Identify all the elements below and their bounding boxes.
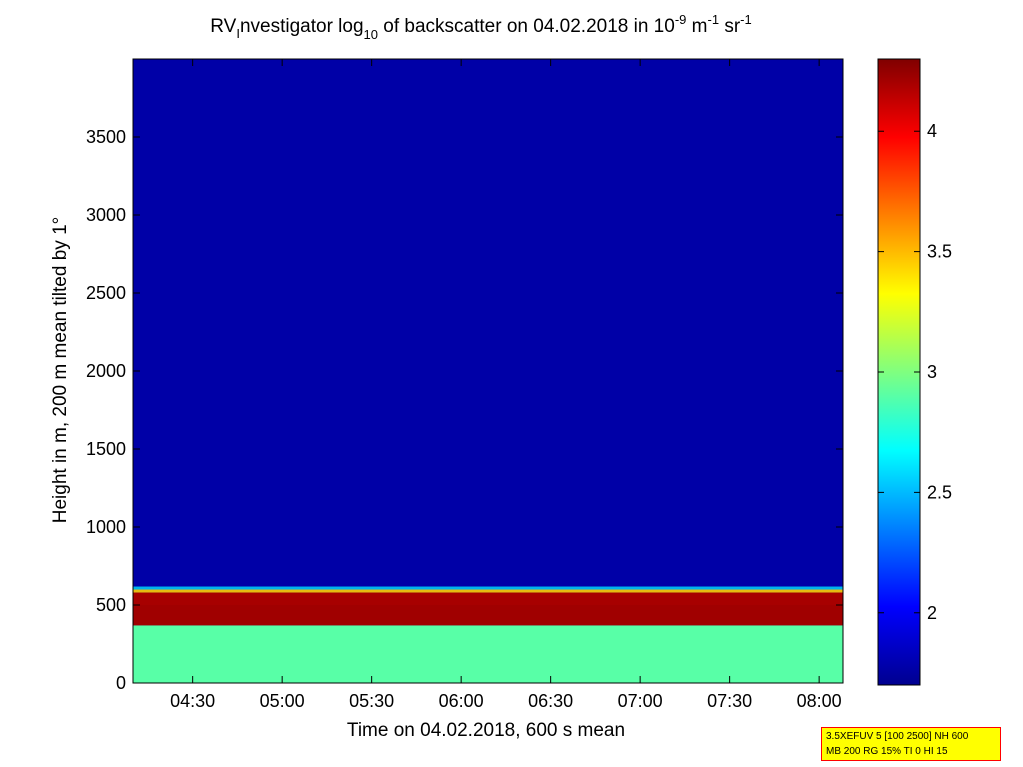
- data-layer-0: [133, 625, 843, 683]
- layer-fringe-yellow: [133, 589, 843, 593]
- y-tick-label-5: 2500: [86, 283, 126, 303]
- y-tick-label-0: 0: [116, 673, 126, 693]
- y-tick-label-4: 2000: [86, 361, 126, 381]
- x-tick-label-7: 08:00: [797, 691, 842, 711]
- settings-line-2: MB 200 RG 15% TI 0 HI 15: [826, 746, 948, 757]
- y-tick-label-3: 1500: [86, 439, 126, 459]
- colorbar-tick-label-1: 2.5: [927, 482, 952, 502]
- colorbar-gradient: [877, 58, 921, 686]
- y-tick-label-2: 1000: [86, 517, 126, 537]
- chart-title: RVInvestigator log10 of backscatter on 0…: [210, 12, 751, 42]
- plot-area: [132, 58, 844, 684]
- y-tick-label-7: 3500: [86, 127, 126, 147]
- x-tick-label-4: 06:30: [528, 691, 573, 711]
- x-tick-label-1: 05:00: [260, 691, 305, 711]
- colorbar: 2 2.5 3 3.5 4: [877, 58, 952, 686]
- colorbar-tick-label-4: 4: [927, 121, 937, 141]
- settings-line-1: 3.5XEFUV 5 [100 2500] NH 600: [826, 731, 969, 742]
- settings-annotation-box: 3.5XEFUV 5 [100 2500] NH 600 MB 200 RG 1…: [821, 727, 1001, 761]
- colorbar-tick-label-2: 3: [927, 362, 937, 382]
- colorbar-tick-label-0: 2: [927, 603, 937, 623]
- y-axis-label: Height in m, 200 m mean tilted by 1°: [50, 217, 71, 523]
- x-tick-label-5: 07:00: [618, 691, 663, 711]
- x-axis: 04:30 05:00 05:30 06:00 06:30 07:00 07:30 08:00: [170, 59, 842, 711]
- x-tick-label-0: 04:30: [170, 691, 215, 711]
- colorbar-tick-label-3: 3.5: [927, 242, 952, 262]
- data-layer-2: [133, 59, 843, 593]
- layer-core: [133, 605, 843, 626]
- y-tick-label-1: 500: [96, 595, 126, 615]
- layer-fringe-cyan: [133, 586, 843, 590]
- y-tick-label-6: 3000: [86, 205, 126, 225]
- x-tick-label-3: 06:00: [439, 691, 484, 711]
- y-axis: 0 500 1000 1500 2000 2500 3000 3500: [86, 127, 843, 693]
- x-tick-label-2: 05:30: [349, 691, 394, 711]
- x-axis-label: Time on 04.02.2018, 600 s mean: [347, 720, 625, 741]
- x-tick-label-6: 07:30: [707, 691, 752, 711]
